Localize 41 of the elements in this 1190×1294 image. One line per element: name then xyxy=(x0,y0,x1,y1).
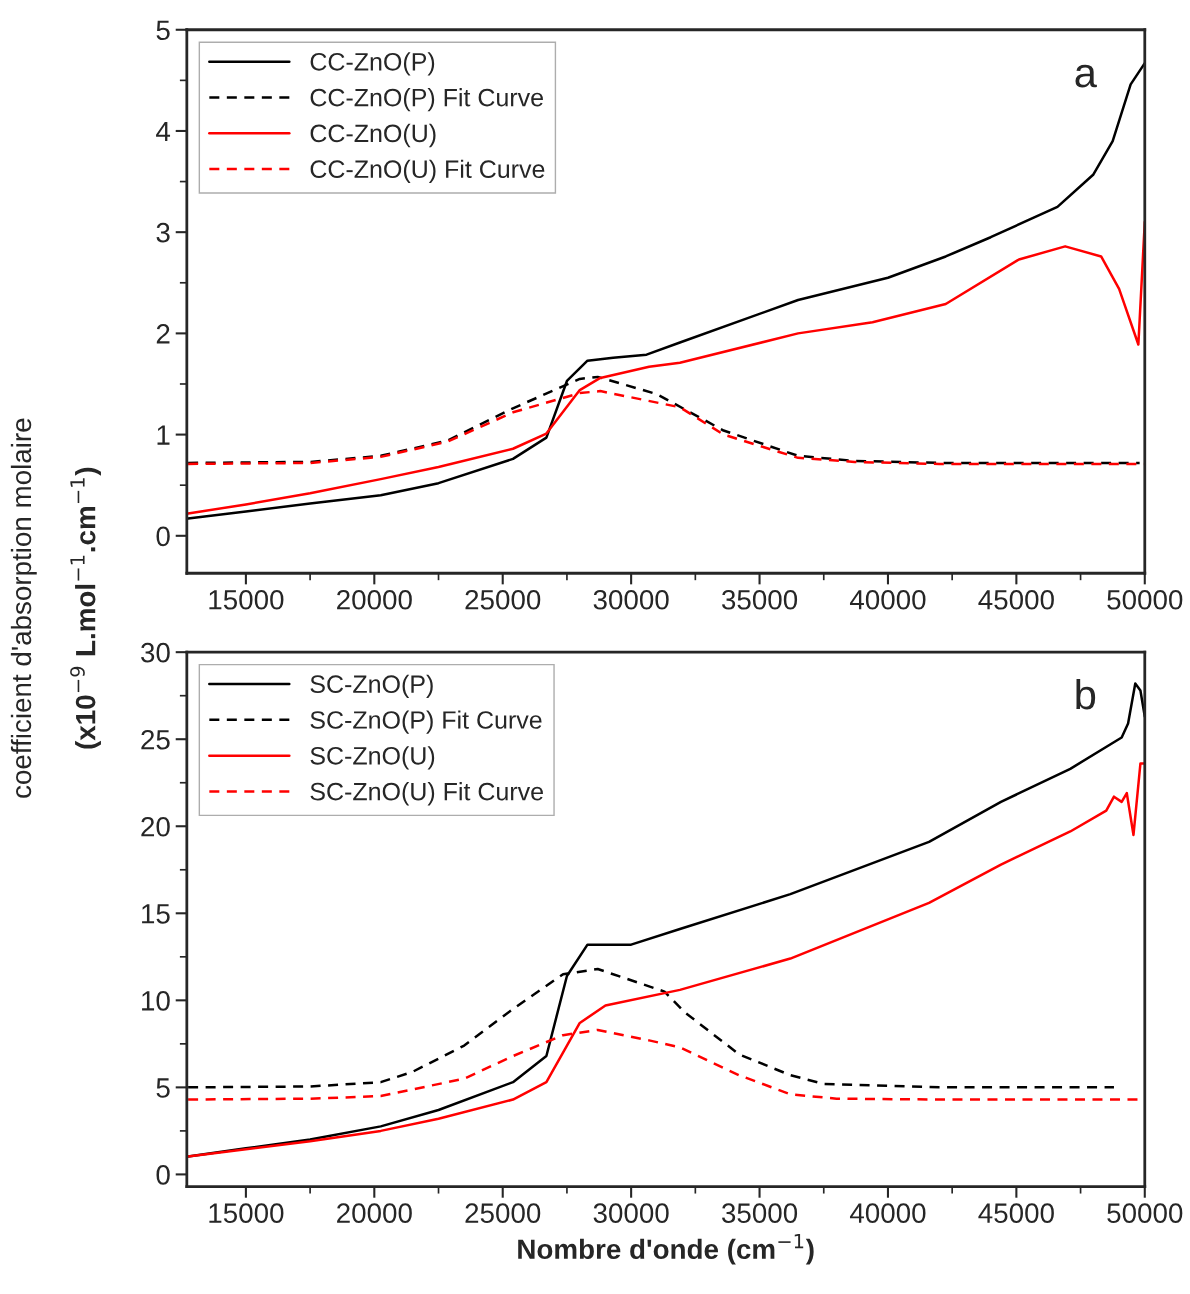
y-tick-label: 3 xyxy=(156,222,170,243)
y-tick-label: 4 xyxy=(156,121,171,142)
legend-label: CC-ZnO(P) Fit Curve xyxy=(310,88,543,112)
x-tick-label: 40000 xyxy=(849,589,926,610)
y-tick-label: 5 xyxy=(156,20,170,41)
annotation: b xyxy=(1076,678,1096,710)
annotation: a xyxy=(1075,64,1097,88)
y-tick-label: 25 xyxy=(141,729,170,750)
x-tick-label: 30000 xyxy=(593,1203,669,1223)
legend-label: SC-ZnO(U) xyxy=(310,746,435,770)
x-tick-label: 50000 xyxy=(1107,1203,1183,1223)
legend-label: SC-ZnO(P) xyxy=(310,674,433,698)
y-tick-label: 1 xyxy=(157,425,170,445)
legend-label: SC-ZnO(P) Fit Curve xyxy=(310,710,542,734)
y-tick-label: 0 xyxy=(156,1165,170,1185)
legend-label: CC-ZnO(U) Fit Curve xyxy=(310,159,545,183)
x-tick-label: 30000 xyxy=(593,589,669,610)
y-tick-label: 10 xyxy=(142,991,170,1011)
x-tick-label: 15000 xyxy=(209,1203,284,1223)
x-axis-title: Nombre d'onde (cm$^{−1}$) xyxy=(518,1234,814,1265)
x-tick-label: 40000 xyxy=(849,1203,926,1223)
y-tick-label: 0 xyxy=(156,526,170,547)
x-tick-label: 45000 xyxy=(978,1203,1054,1223)
x-tick-label: 25000 xyxy=(465,1203,541,1223)
x-tick-label: 35000 xyxy=(721,1203,798,1223)
text: coefficient d'absorption molaire (x10$^{−9}$ L.mol$^{−1}$.cm$^{−1}$) xyxy=(10,418,101,798)
y-tick-label: 20 xyxy=(141,816,170,837)
x-tick-label: 25000 xyxy=(465,589,541,610)
y-tick-label: 30 xyxy=(141,642,170,663)
x-tick-label: 20000 xyxy=(337,1203,412,1223)
x-tick-label: 45000 xyxy=(978,589,1054,610)
x-tick-label: 15000 xyxy=(209,589,284,610)
x-tick-label: 50000 xyxy=(1107,589,1183,610)
y-tick-label: 15 xyxy=(142,904,170,924)
legend-label: CC-ZnO(U) xyxy=(310,123,436,148)
x-tick-label: 35000 xyxy=(721,589,798,610)
legend-label: SC-ZnO(U) Fit Curve xyxy=(310,782,543,806)
x-tick-label: 20000 xyxy=(337,589,412,610)
y-tick-label: 5 xyxy=(156,1078,170,1098)
legend-label: CC-ZnO(P) xyxy=(310,52,435,76)
y-tick-label: 2 xyxy=(156,324,170,344)
